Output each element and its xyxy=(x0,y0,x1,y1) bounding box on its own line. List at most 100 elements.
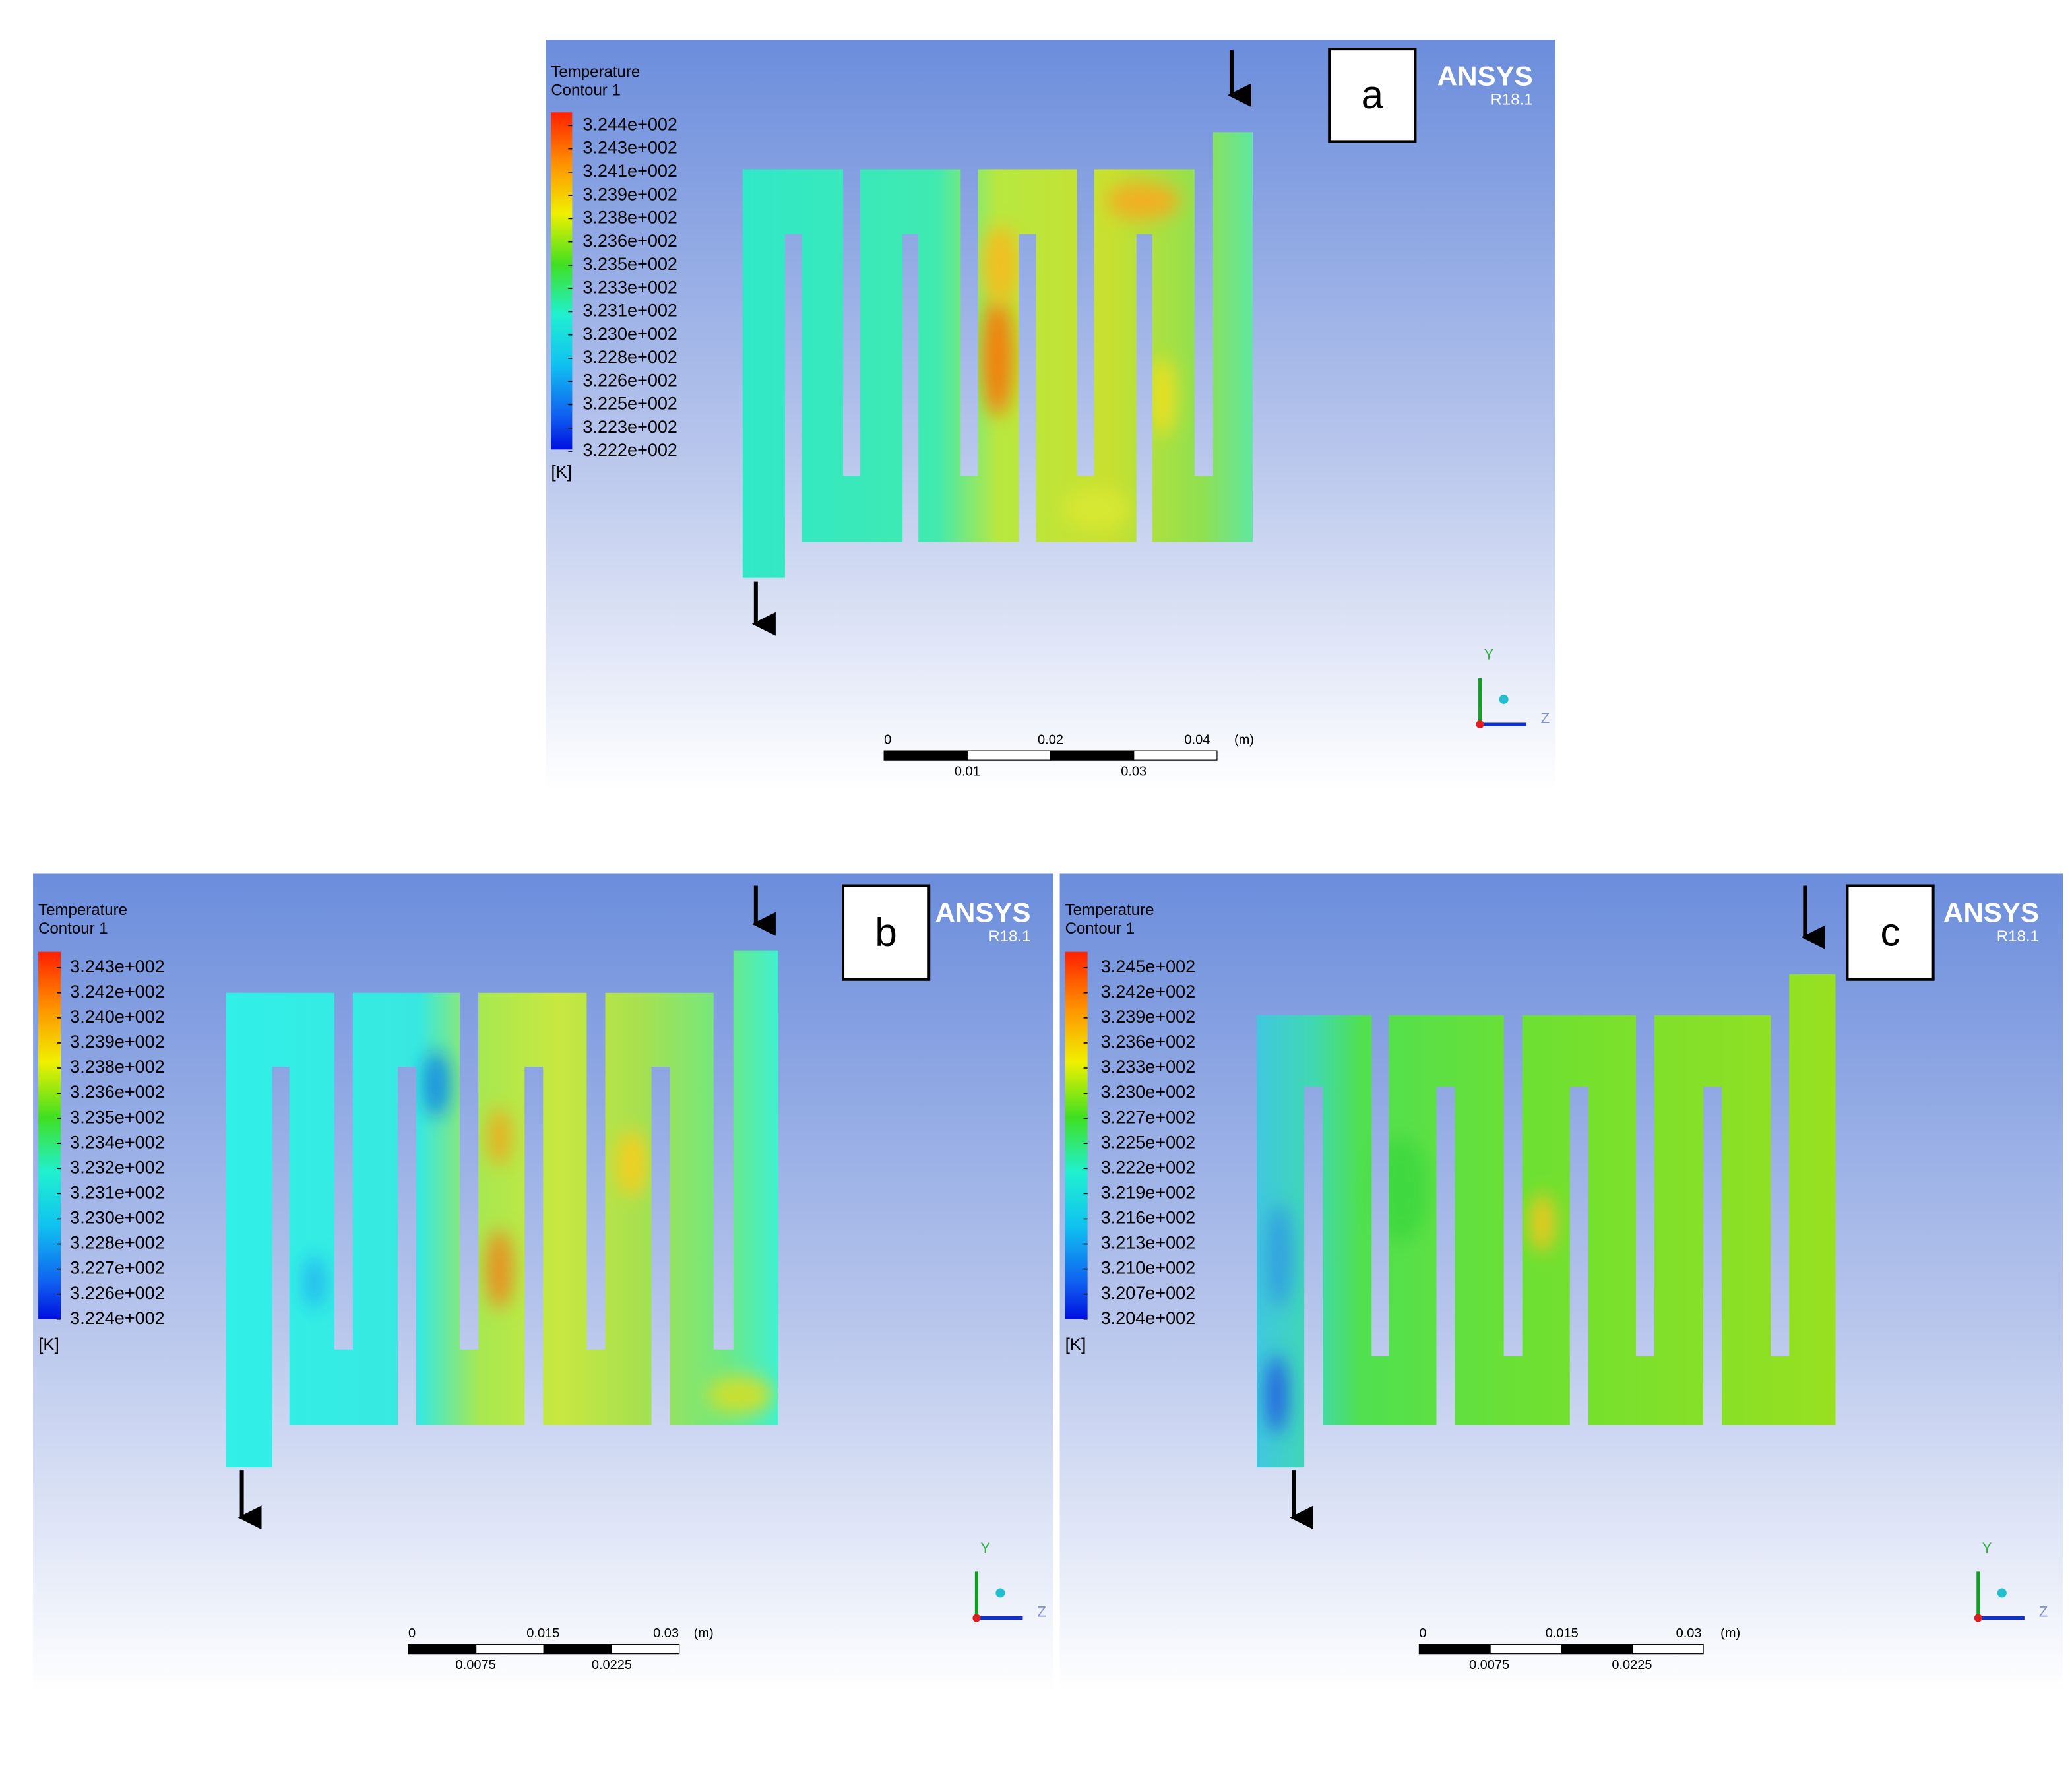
scale-bar-segment xyxy=(476,1644,544,1655)
legend-title: Temperature xyxy=(1065,901,1154,919)
legend-tick-label: 3.233e+002 xyxy=(582,277,677,297)
hotspot xyxy=(706,1374,773,1414)
scale-bar-unit: (m) xyxy=(694,1626,714,1641)
legend-tick-label: 3.216e+002 xyxy=(1101,1208,1196,1228)
view-dot xyxy=(995,1588,1005,1598)
scale-bar-segment xyxy=(883,750,968,761)
legend-tick-label: 3.224e+002 xyxy=(70,1308,165,1328)
scale-bar-segment xyxy=(966,750,1052,761)
legend-tick-label: 3.223e+002 xyxy=(582,417,677,437)
axis-label-z: Z xyxy=(1541,710,1550,726)
color-bar xyxy=(1065,951,1088,1319)
contour-hotspots xyxy=(982,182,1180,529)
hotspot xyxy=(423,1050,450,1118)
legend-tick-label: 3.241e+002 xyxy=(582,161,677,181)
panel-label: b xyxy=(875,910,896,955)
contour-hotspots xyxy=(303,1050,773,1414)
scale-bar-label: 0.0225 xyxy=(1612,1658,1652,1672)
legend-title: Temperature xyxy=(551,63,640,81)
legend-tick-label: 3.207e+002 xyxy=(1101,1283,1196,1303)
hotspot xyxy=(615,1130,648,1197)
axis-label-y: Y xyxy=(1982,1540,1992,1556)
legend-tick-label: 3.227e+002 xyxy=(70,1258,165,1278)
channel-contour xyxy=(226,950,778,1468)
scale-bar-label: 0.03 xyxy=(653,1626,679,1641)
scale-bar-segment xyxy=(611,1644,680,1655)
scale-bar-unit: (m) xyxy=(1720,1626,1740,1641)
legend-tick-label: 3.236e+002 xyxy=(582,231,677,251)
legend-tick-label: 3.230e+002 xyxy=(1101,1082,1196,1102)
scale-bar-label: 0.03 xyxy=(1676,1626,1702,1641)
legend-tick-label: 3.204e+002 xyxy=(1101,1308,1196,1328)
logo-version: R18.1 xyxy=(1997,928,2039,945)
legend-tick-label: 3.232e+002 xyxy=(70,1157,165,1177)
scale-bar-segment xyxy=(408,1644,477,1655)
axis-label-y: Y xyxy=(1484,647,1494,663)
legend-tick-label: 3.225e+002 xyxy=(1101,1132,1196,1152)
scale-bar-label: 0.0075 xyxy=(456,1658,496,1672)
legend-tick-label: 3.238e+002 xyxy=(582,208,677,228)
hotspot xyxy=(1063,489,1130,529)
logo-version: R18.1 xyxy=(988,928,1030,945)
scale-bar-label: 0 xyxy=(884,732,891,747)
panel-label-box xyxy=(1846,884,1935,981)
legend-tick-label: 3.234e+002 xyxy=(70,1132,165,1152)
logo-version: R18.1 xyxy=(1491,91,1533,109)
scale-bar-label: 0 xyxy=(1419,1626,1426,1641)
legend-tick-label: 3.230e+002 xyxy=(582,324,677,344)
hotspot xyxy=(486,1229,513,1309)
hotspot xyxy=(1528,1193,1555,1252)
legend-tick-label: 3.243e+002 xyxy=(70,957,165,976)
legend-tick-label: 3.226e+002 xyxy=(70,1283,165,1303)
legend-tick-label: 3.233e+002 xyxy=(1101,1057,1196,1077)
hotspot xyxy=(1149,357,1176,437)
legend-tick-label: 3.219e+002 xyxy=(1101,1183,1196,1203)
legend-tick-label: 3.210e+002 xyxy=(1101,1258,1196,1278)
axis-label-y: Y xyxy=(980,1540,990,1556)
legend-tick-label: 3.236e+002 xyxy=(1101,1032,1196,1052)
legend-unit: [K] xyxy=(38,1335,59,1354)
legend-subtitle: Contour 1 xyxy=(38,920,108,937)
legend-tick-label: 3.213e+002 xyxy=(1101,1233,1196,1253)
axis-label-z: Z xyxy=(2039,1603,2048,1620)
scale-bar-segment xyxy=(1561,1644,1633,1655)
scale-bar-label: 0.04 xyxy=(1184,732,1210,747)
legend-tick-label: 3.230e+002 xyxy=(70,1208,165,1228)
legend-tick-label: 3.242e+002 xyxy=(70,982,165,1001)
hotspot xyxy=(1106,182,1180,220)
scale-bar-label: 0.015 xyxy=(1546,1626,1579,1641)
scale-bar-label: 0.01 xyxy=(955,764,980,778)
view-dot xyxy=(1997,1588,2007,1598)
hotspot xyxy=(1266,1203,1293,1309)
legend-tick-label: 3.243e+002 xyxy=(582,138,677,158)
legend-tick-label: 3.222e+002 xyxy=(582,440,677,460)
legend-tick-label: 3.231e+002 xyxy=(70,1183,165,1203)
panel-label-box xyxy=(842,884,931,981)
legend-tick-label: 3.228e+002 xyxy=(582,347,677,367)
legend-tick-label: 3.222e+002 xyxy=(1101,1157,1196,1177)
scale-bar-segment xyxy=(1050,750,1135,761)
legend-subtitle: Contour 1 xyxy=(551,82,621,100)
scale-bar-segment xyxy=(1418,1644,1491,1655)
legend-tick-label: 3.245e+002 xyxy=(1101,957,1196,976)
scale-bar-label: 0.02 xyxy=(1038,732,1063,747)
legend-tick-label: 3.239e+002 xyxy=(1101,1007,1196,1027)
scale-bar-label: 0.015 xyxy=(526,1626,559,1641)
scale-bar-unit: (m) xyxy=(1234,732,1254,747)
panel-label: a xyxy=(1362,73,1384,117)
legend-tick-label: 3.236e+002 xyxy=(70,1082,165,1102)
scale-bar-segment xyxy=(543,1644,612,1655)
legend-tick-label: 3.238e+002 xyxy=(70,1057,165,1077)
logo-name: ANSYS xyxy=(1943,897,2039,928)
logo-name: ANSYS xyxy=(1437,60,1533,91)
legend-tick-label: 3.235e+002 xyxy=(70,1107,165,1127)
axis-origin xyxy=(1476,720,1484,729)
color-bar xyxy=(38,951,61,1319)
legend-tick-label: 3.242e+002 xyxy=(1101,982,1196,1001)
scale-bar-segment xyxy=(1133,750,1218,761)
